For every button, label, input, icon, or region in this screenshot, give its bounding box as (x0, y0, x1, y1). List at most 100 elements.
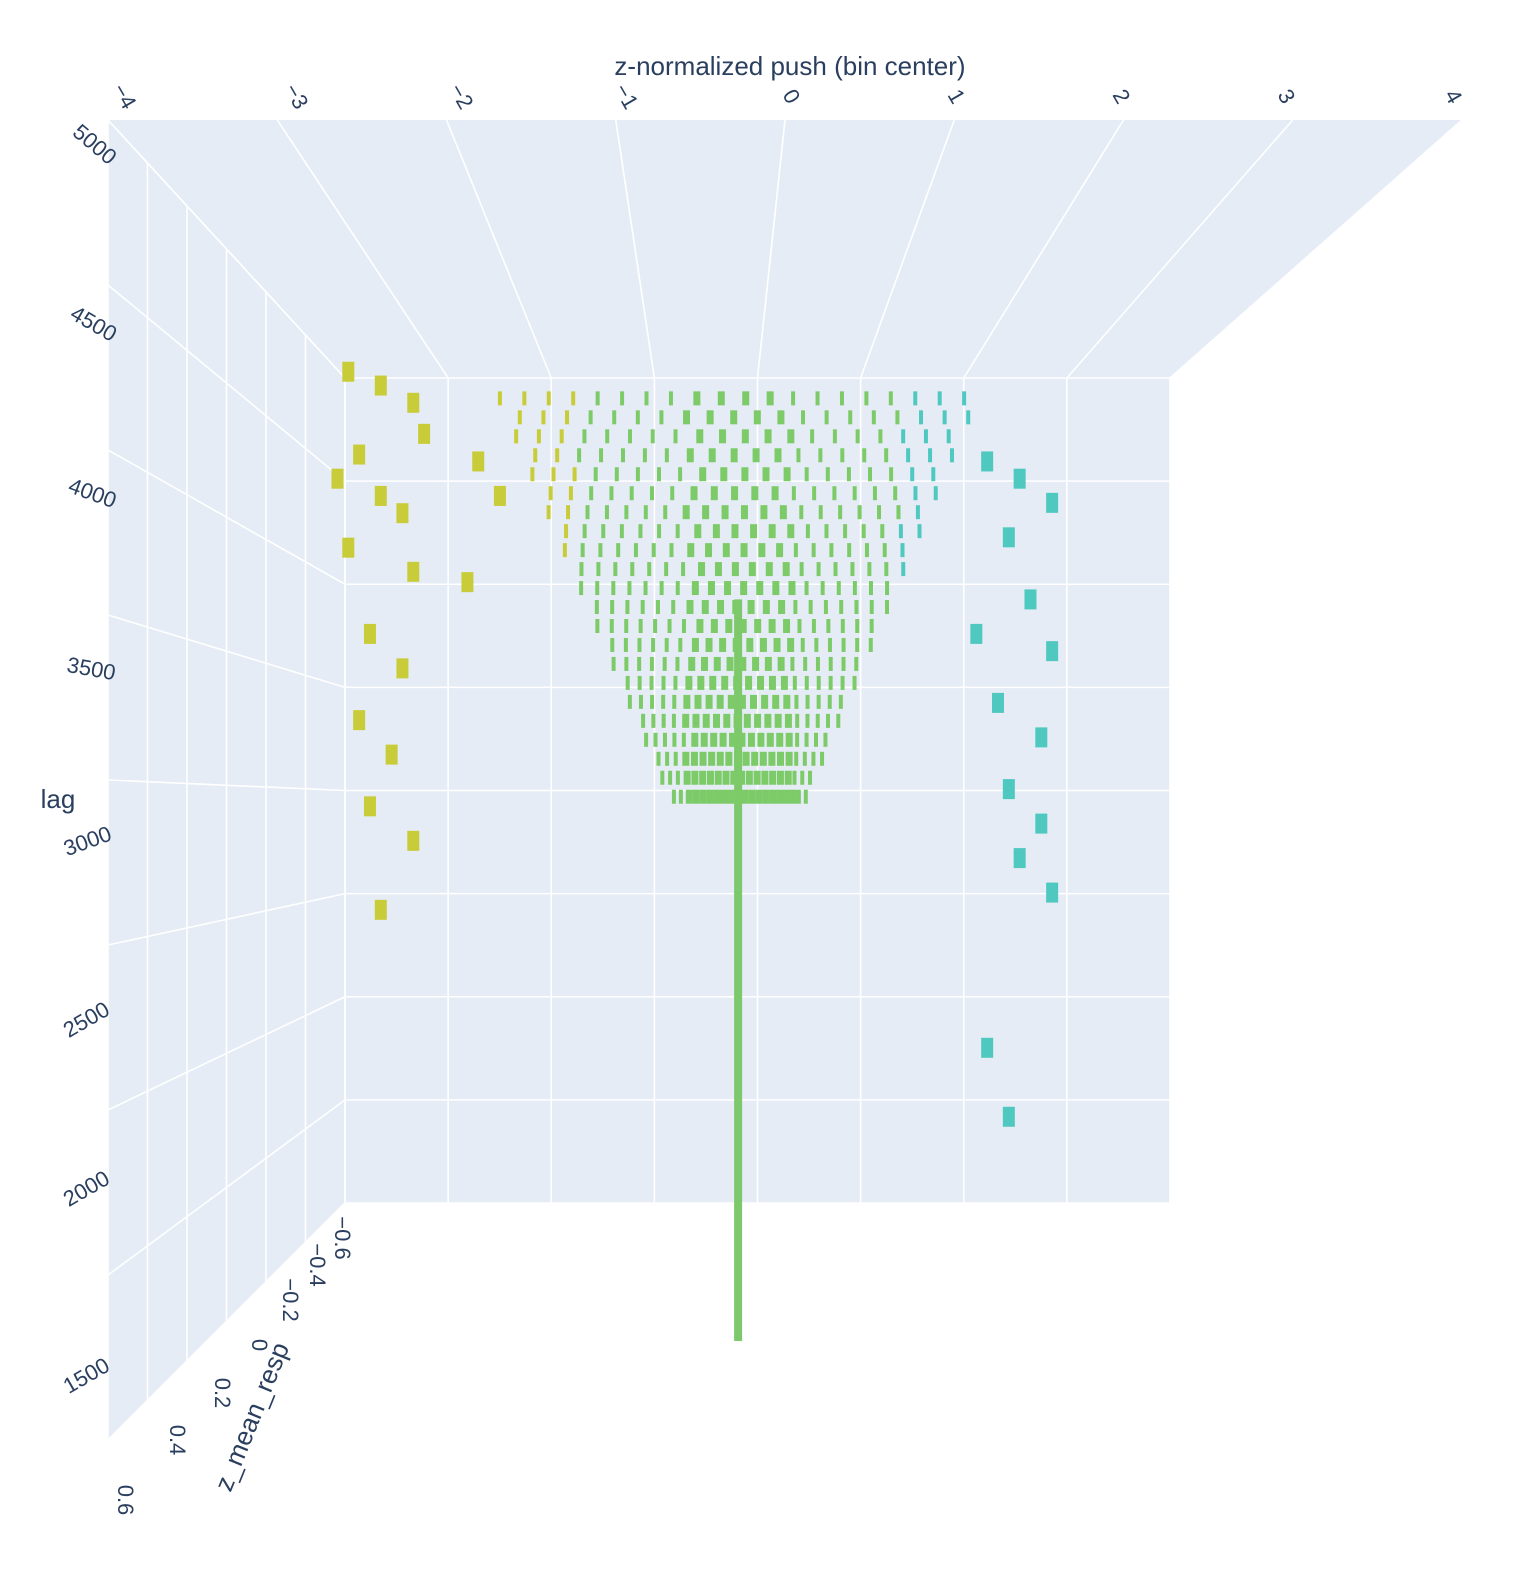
surface-patch (764, 656, 772, 671)
surface-patch (673, 675, 678, 690)
surface-patch (800, 637, 805, 652)
surface-patch (871, 410, 876, 425)
surface-patch (785, 732, 793, 747)
surface-patch (762, 467, 770, 482)
surface-patch (714, 562, 722, 577)
surface-patch (721, 675, 729, 690)
surface-patch (826, 713, 831, 728)
surface-patch (811, 543, 816, 558)
surface-patch (571, 391, 576, 406)
surface-patch (697, 675, 705, 690)
surface-patch (852, 675, 857, 690)
surface-patch (624, 656, 629, 671)
surface-patch (828, 656, 833, 671)
surface-fragment (1046, 641, 1059, 662)
surface-patch (783, 618, 791, 633)
surface-patch (867, 562, 872, 577)
surface-patch (852, 581, 857, 596)
surface-patch (609, 618, 614, 633)
surface-patch (657, 524, 662, 539)
surface-patch (765, 562, 773, 577)
surface-patch (742, 751, 750, 766)
y-tick-label: 3000 (60, 821, 115, 861)
surface-patch (717, 391, 725, 406)
surface-fragment (981, 1037, 994, 1058)
surface-patch (812, 486, 817, 501)
surface-patch (748, 789, 756, 804)
surface-patch (577, 448, 582, 463)
y-axis-title: lag (41, 784, 76, 814)
z-tick-label: −0.6 (330, 1216, 355, 1259)
surface-patch (638, 694, 643, 709)
surface-patch (750, 694, 758, 709)
grid-line (756, 119, 786, 379)
surface-patch (888, 391, 893, 406)
surface-patch (699, 467, 707, 482)
surface-patch (797, 618, 802, 633)
surface-patch (713, 656, 721, 671)
surface-patch (682, 751, 690, 766)
surface-patch (699, 789, 707, 804)
surface-patch (675, 770, 680, 785)
surface-patch (627, 581, 632, 596)
surface-patch (725, 618, 733, 633)
surface-patch (841, 637, 846, 652)
surface-fragment (418, 423, 431, 444)
surface-patch (732, 600, 740, 615)
surface-patch (702, 505, 710, 520)
x-tick-label: −2 (444, 79, 478, 113)
surface-fragment (1002, 527, 1015, 548)
surface-patch (777, 751, 785, 766)
surface-patch (746, 637, 754, 652)
surface-patch (811, 618, 816, 633)
surface-patch (722, 543, 730, 558)
surface-patch (756, 581, 764, 596)
surface-patch (862, 448, 867, 463)
surface-patch (772, 581, 780, 596)
y-tick-label: 2000 (59, 1165, 114, 1211)
grid-line (445, 119, 552, 379)
surface-patch (889, 467, 894, 482)
surface-patch (747, 732, 755, 747)
surface-patch (701, 600, 709, 615)
surface-patch (839, 600, 844, 615)
surface-patch (699, 751, 707, 766)
surface-patch (644, 391, 649, 406)
surface-patch (604, 505, 609, 520)
surface-patch (712, 524, 720, 539)
surface-patch (818, 448, 823, 463)
surface-patch (731, 562, 739, 577)
surface-patch (664, 448, 669, 463)
surface-patch (533, 448, 538, 463)
surface-patch (906, 448, 911, 463)
surface-patch (901, 562, 906, 577)
surface-patch (966, 410, 971, 425)
surface-patch (693, 391, 701, 406)
surface-fragment (992, 692, 1004, 713)
surface-patch (782, 789, 790, 804)
surface-patch (625, 600, 630, 615)
surface-patch (739, 618, 747, 633)
surface-patch (713, 713, 721, 728)
surface-patch (796, 448, 801, 463)
surface-patch (757, 732, 765, 747)
surface-patch (741, 467, 749, 482)
surface-patch (673, 751, 678, 766)
surface-patch (707, 581, 715, 596)
surface-patch (620, 448, 625, 463)
surface-patch (660, 770, 665, 785)
surface-patch (589, 486, 594, 501)
surface-fragment (374, 899, 387, 920)
surface-patch (785, 751, 793, 766)
surface-patch (855, 618, 860, 633)
surface-patch (669, 543, 674, 558)
surface-patch (768, 618, 776, 633)
surface-patch (675, 581, 680, 596)
surface-patch (671, 600, 676, 615)
surface-patch (627, 429, 632, 444)
surface-patch (843, 524, 848, 539)
surface-patch (928, 448, 933, 463)
surface-patch (754, 713, 762, 728)
surface-patch (795, 732, 800, 747)
